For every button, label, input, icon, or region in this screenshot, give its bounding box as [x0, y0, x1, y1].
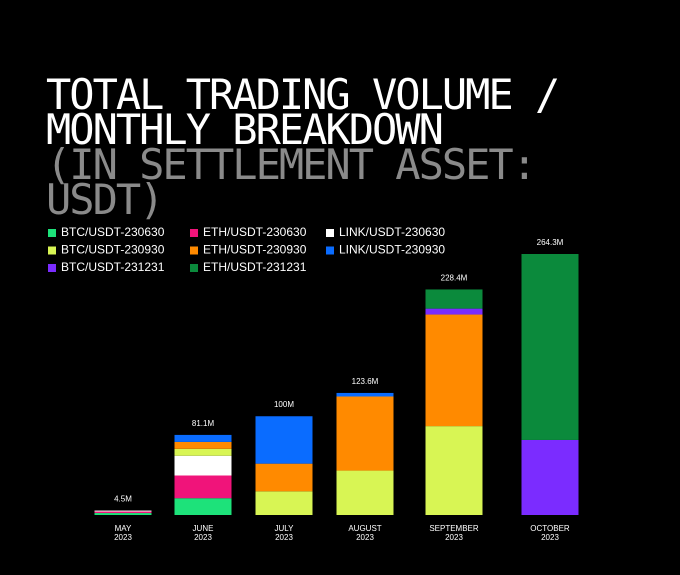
legend-label: LINK/USDT-230930	[339, 243, 445, 257]
bar-segment	[521, 439, 579, 515]
subtitle-line: (IN SETTLEMENT ASSET:	[46, 140, 535, 189]
legend-label: LINK/USDT-230630	[339, 225, 445, 239]
x-tick-label: SEPTEMBER	[429, 524, 479, 533]
x-tick-label: 2023	[445, 533, 463, 542]
x-tick-label: JULY	[275, 524, 295, 533]
total-label: 100M	[274, 400, 294, 409]
x-tick-label: 2023	[114, 533, 132, 542]
bar-segment	[336, 392, 394, 397]
total-label: 81.1M	[192, 419, 215, 428]
x-tick-label: MAY	[115, 524, 132, 533]
total-label: 264.3M	[537, 238, 564, 247]
bar-segment	[425, 289, 483, 309]
x-tick-label: 2023	[541, 533, 559, 542]
bar-segment	[521, 254, 579, 440]
x-tick-label: 2023	[194, 533, 212, 542]
bar-segment	[255, 491, 313, 515]
bar-segment	[94, 511, 152, 514]
bar-segment	[425, 308, 483, 315]
bar-segment	[425, 426, 483, 515]
legend-label: BTC/USDT-231231	[61, 260, 165, 274]
legend-swatch	[48, 229, 56, 237]
legend-swatch	[190, 264, 198, 272]
bar-segment	[174, 475, 232, 499]
legend-label: BTC/USDT-230630	[61, 225, 165, 239]
legend-swatch	[190, 246, 198, 255]
bar-segment	[255, 416, 313, 464]
bar-segment	[336, 470, 394, 515]
bar-segment	[174, 455, 232, 476]
legend-label: ETH/USDT-231231	[203, 260, 307, 274]
bar-segment	[174, 448, 232, 456]
bar-segment	[336, 396, 394, 471]
legend-label: BTC/USDT-230930	[61, 243, 165, 257]
x-tick-label: JUNE	[193, 524, 214, 533]
legend-label: ETH/USDT-230630	[203, 225, 307, 239]
legend-swatch	[326, 246, 334, 255]
x-tick-label: 2023	[275, 533, 293, 542]
total-label: 123.6M	[352, 377, 379, 386]
title-line: TOTAL TRADING VOLUME /	[46, 70, 558, 119]
bar-segment	[94, 510, 152, 512]
legend-swatch	[48, 264, 56, 272]
x-tick-label: AUGUST	[348, 524, 381, 533]
legend-swatch	[326, 229, 334, 237]
bar-segment	[174, 434, 232, 442]
bar-segment	[255, 463, 313, 492]
legend-swatch	[190, 229, 198, 237]
legend-swatch	[48, 246, 56, 255]
bar-segment	[174, 441, 232, 449]
subtitle-line: USDT)	[46, 175, 162, 224]
bar-segment	[425, 314, 483, 427]
total-label: 228.4M	[441, 273, 468, 282]
bar-segment	[174, 498, 232, 515]
x-tick-label: OCTOBER	[530, 524, 570, 533]
x-tick-label: 2023	[356, 533, 374, 542]
title-line: MONTHLY BREAKDOWN	[46, 105, 442, 154]
legend-label: ETH/USDT-230930	[203, 243, 307, 257]
bar-segment	[94, 513, 152, 515]
total-label: 4.5M	[114, 495, 132, 504]
